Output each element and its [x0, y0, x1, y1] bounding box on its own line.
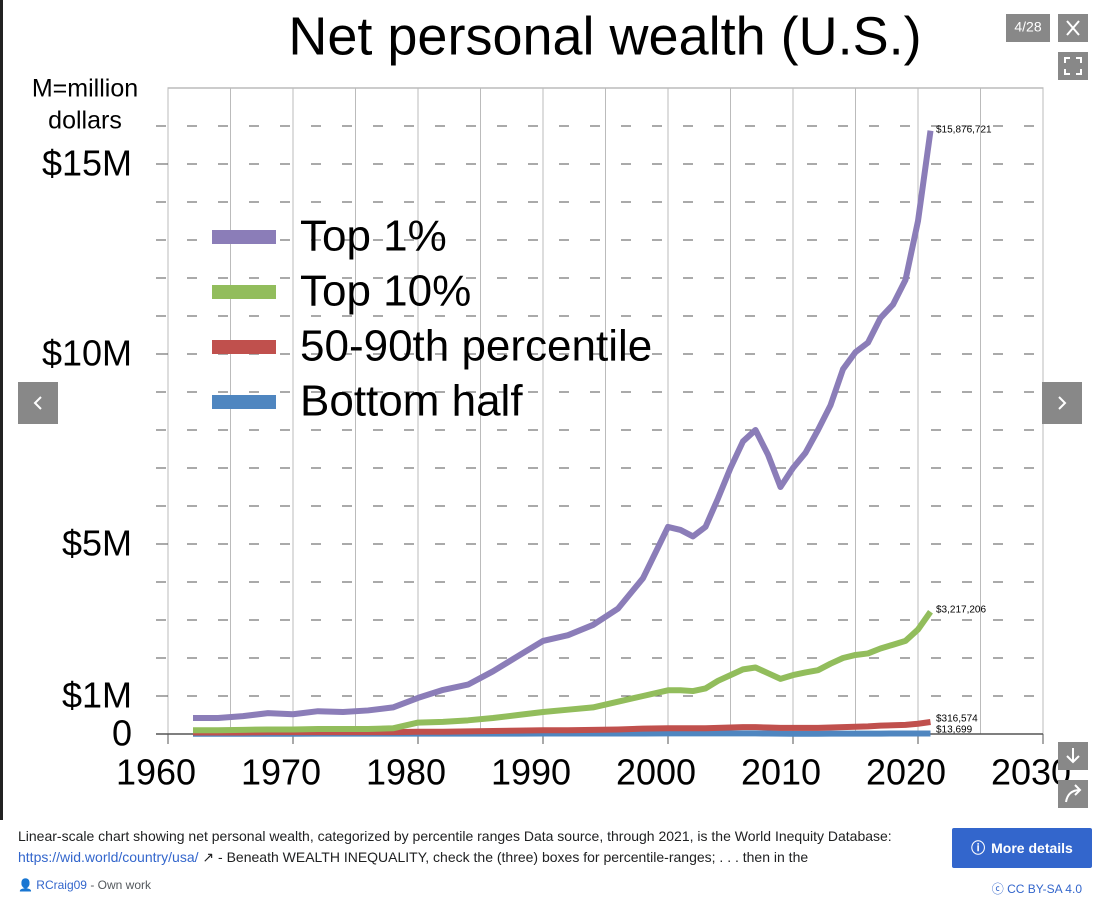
x-tick-label: 2020: [866, 752, 946, 793]
y-axis-label: dollars: [48, 107, 122, 135]
viewer: Net personal wealth (U.S.) M=million dol…: [0, 0, 1088, 820]
counter-box: [1006, 14, 1050, 42]
x-tick-label: 1980: [366, 752, 446, 793]
legend-label: Bottom half: [300, 377, 523, 426]
author: 👤 RCraig09 - Own work: [18, 878, 151, 892]
legend-swatch: [212, 395, 276, 409]
next-button[interactable]: [1042, 382, 1082, 424]
download-icon: [1066, 748, 1080, 764]
legend-label: Top 10%: [300, 267, 471, 316]
x-tick-label: 1970: [241, 752, 321, 793]
edge: [0, 0, 3, 820]
prev-icon: [33, 396, 42, 410]
prev-button[interactable]: [18, 382, 58, 424]
fullscreen-button[interactable]: [1058, 52, 1088, 80]
series-line: [193, 130, 934, 722]
end-label: $316,574: [936, 714, 978, 725]
button-label: More details: [991, 840, 1073, 856]
y-tick-label: $15M: [42, 143, 132, 184]
caption-text: Linear-scale chart showing net personal …: [18, 828, 892, 844]
author-note: - Own work: [86, 878, 151, 892]
close-icon: [1066, 20, 1080, 36]
legend-label: Top 1%: [300, 212, 447, 261]
legend-label: 50-90th percentile: [300, 322, 652, 371]
next-icon: [1058, 396, 1067, 410]
source-link[interactable]: https://wid.world/country/usa/: [18, 849, 199, 865]
x-tick-label: 1990: [491, 752, 571, 793]
caption: Linear-scale chart showing net personal …: [18, 828, 892, 865]
fullscreen-icon: [1064, 57, 1082, 75]
legend-swatch: [212, 230, 276, 244]
more-details-button[interactable]: ⓘ More details: [952, 828, 1092, 868]
x-tick-label: 2000: [616, 752, 696, 793]
legend-swatch: [212, 340, 276, 354]
chart-title: Net personal wealth (U.S.): [288, 6, 921, 66]
end-label: $3,217,206: [936, 605, 986, 616]
caption-text: - Beneath WEALTH INEQUALITY, check the (…: [214, 849, 809, 865]
share-button[interactable]: [1058, 780, 1088, 808]
x-tick-label: 2030: [991, 752, 1071, 793]
end-label: $13,699: [936, 725, 973, 736]
share-icon: [1065, 784, 1082, 803]
y-axis-label: M=million: [32, 75, 138, 103]
counter: 4/28: [1014, 19, 1041, 35]
y-tick-label: $1M: [62, 675, 132, 716]
y-tick-label: $5M: [62, 523, 132, 564]
license-text: CC BY-SA 4.0: [1007, 882, 1082, 896]
y-tick-label: 0: [112, 713, 132, 754]
x-tick-label: 2010: [741, 752, 821, 793]
legend-swatch: [212, 285, 276, 299]
series-line: [193, 610, 933, 734]
x-tick-label: 1960: [116, 752, 196, 793]
author-link[interactable]: RCraig09: [36, 878, 87, 892]
series-line: [193, 718, 931, 736]
end-label: $15,876,721: [936, 125, 992, 136]
license[interactable]: ⓒ CC BY-SA 4.0: [991, 882, 1082, 896]
y-tick-label: $10M: [42, 333, 132, 374]
